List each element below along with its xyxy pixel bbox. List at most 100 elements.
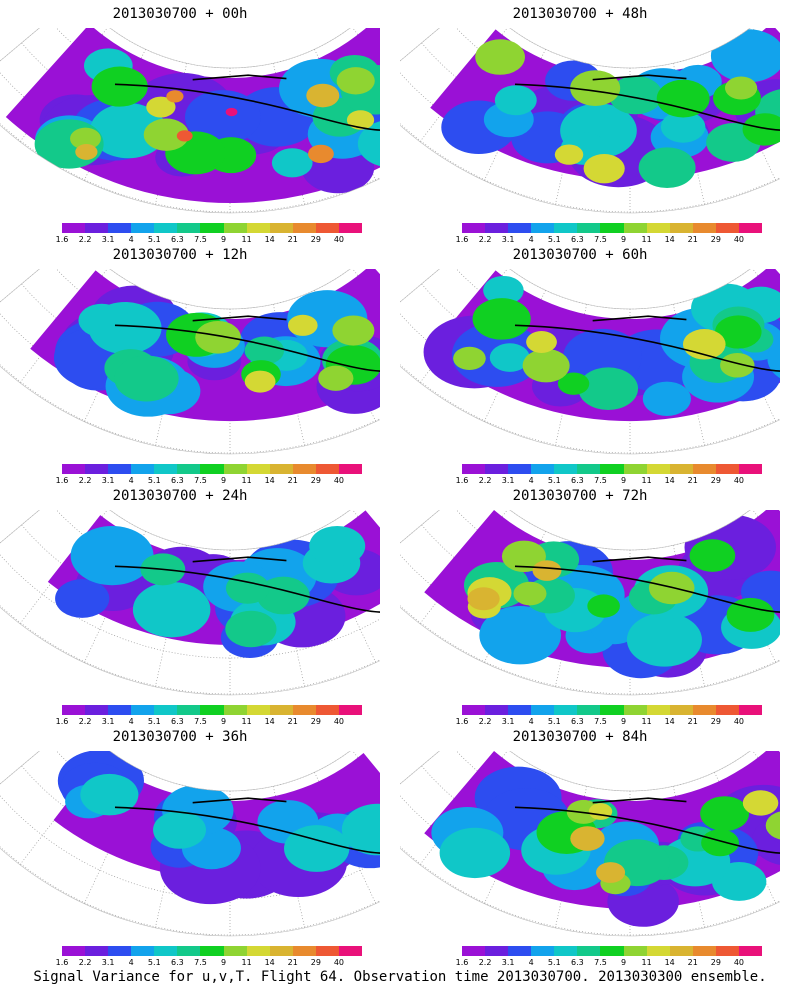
colorbar-swatch (131, 464, 155, 474)
colorbar-tick-label: 2.2 (78, 717, 92, 726)
colorbar-tick-label: 9 (220, 717, 227, 726)
colorbar-swatch (108, 705, 132, 715)
colorbar-swatch (577, 946, 601, 956)
colorbar-swatch (338, 464, 363, 474)
variance-level (522, 348, 570, 383)
variance-level (742, 113, 780, 146)
colorbar-tick-label: 14 (664, 235, 675, 244)
colorbar-swatch (738, 946, 763, 956)
colorbar-swatch (85, 705, 109, 715)
colorbar-tick-label: 1.6 (455, 958, 469, 967)
colorbar-swatch (269, 464, 293, 474)
colorbar-tick-label: 5.1 (147, 717, 161, 726)
coastline (114, 797, 380, 854)
colorbar-swatch (200, 464, 224, 474)
colorbar-swatch (62, 705, 86, 715)
variance-level (765, 810, 780, 841)
colorbar-swatch (738, 223, 763, 233)
variance-level (309, 525, 366, 566)
variance-level (225, 572, 270, 604)
colorbar-tick-label: 40 (333, 235, 345, 244)
colorbar-tick-label: 9 (620, 717, 627, 726)
colorbar-labels: 1.6 2.2 3.1 4 5.1 6.3 7.5 9 11 14 21 29 40 (456, 476, 762, 486)
variance-level (489, 343, 530, 372)
colorbar-swatch (154, 946, 178, 956)
colorbar-swatch (554, 705, 578, 715)
colorbar-labels: 1.6 2.2 3.1 4 5.1 6.3 7.5 9 11 14 21 29 40 (456, 717, 762, 727)
colorbar-tick-label: 1.6 (455, 235, 469, 244)
variance-level (608, 75, 663, 115)
colorbar-tick-label: 4 (528, 958, 534, 967)
colorbar-swatch (508, 223, 532, 233)
colorbar (62, 946, 363, 956)
colorbar-tick-label: 1.6 (455, 476, 469, 485)
variance-level (225, 610, 277, 648)
colorbar-tick-label: 2.2 (78, 235, 92, 244)
variance-map (400, 510, 780, 696)
colorbar-swatch (269, 705, 293, 715)
variance-level (244, 336, 285, 365)
colorbar-swatch (531, 705, 555, 715)
variance-level (153, 810, 206, 849)
colorbar-tick-label: 9 (220, 958, 227, 967)
colorbar-tick-label: 11 (241, 958, 252, 967)
colorbar-tick-label: 6.3 (571, 476, 584, 485)
colorbar-swatch (646, 705, 670, 715)
colorbar-swatch (669, 464, 693, 474)
colorbar-swatch (646, 946, 670, 956)
variance-level (78, 303, 126, 338)
variance-level (472, 298, 531, 340)
colorbar-tick-label: 7.5 (194, 235, 207, 244)
variance-level (132, 581, 211, 638)
coastline (514, 556, 780, 613)
colorbar-swatch (623, 705, 647, 715)
variance-level (271, 148, 313, 178)
colorbar-tick-label: 21 (287, 717, 298, 726)
colorbar-swatch (508, 464, 532, 474)
variance-level (89, 103, 167, 159)
colorbar-swatch (246, 464, 270, 474)
colorbar-tick-label: 14 (664, 476, 675, 485)
colorbar-tick-label: 3.1 (501, 958, 515, 967)
colorbar-tick-label: 21 (287, 958, 298, 967)
colorbar-swatch (62, 223, 86, 233)
colorbar-tick-label: 2.2 (478, 235, 492, 244)
colorbar-swatch (292, 705, 316, 715)
map-panel: 2013030700 + 12h 1.6 2.2 3.1 4 5.1 6.3 7.5 9 11 14… (0, 241, 380, 485)
colorbar-tick-label: 5.1 (147, 476, 161, 485)
colorbar-tick-label: 11 (641, 958, 652, 967)
variance-level (724, 76, 758, 100)
colorbar-tick-label: 21 (687, 958, 698, 967)
colorbar-tick-label: 9 (620, 476, 627, 485)
colorbar-swatch (154, 223, 178, 233)
colorbar-labels: 1.6 2.2 3.1 4 5.1 6.3 7.5 9 11 14 21 29 40 (56, 235, 362, 245)
map-boundary (0, 28, 380, 214)
colorbar-tick-label: 7.5 (594, 476, 607, 485)
colorbar-swatch (554, 464, 578, 474)
variance-field (30, 269, 380, 422)
colorbar-swatch (292, 223, 316, 233)
variance-level (195, 321, 241, 354)
variance-level (341, 803, 380, 856)
colorbar-swatch (338, 705, 363, 715)
colorbar-swatch (623, 946, 647, 956)
colorbar (62, 705, 363, 715)
variance-field (424, 510, 780, 679)
coastline (514, 797, 780, 854)
colorbar-tick-label: 6.3 (171, 235, 184, 244)
colorbar-tick-label: 4 (528, 235, 534, 244)
colorbar-tick-label: 4 (528, 476, 534, 485)
map-panel: 2013030700 + 48h 1.6 2.2 3.1 4 5.1 6.3 7.5 9 11 14… (400, 0, 780, 244)
variance-level (284, 825, 350, 872)
colorbar-tick-label: 5.1 (547, 476, 561, 485)
variance-level (184, 90, 261, 145)
colorbar-swatch (108, 946, 132, 956)
coastline (114, 315, 380, 372)
panel-title: 2013030700 + 84h (512, 729, 648, 745)
colorbar-swatch (692, 705, 716, 715)
graticule-latitude (0, 605, 380, 695)
variance-level (318, 365, 354, 391)
variance-level (557, 372, 590, 395)
colorbar-swatch (600, 464, 624, 474)
